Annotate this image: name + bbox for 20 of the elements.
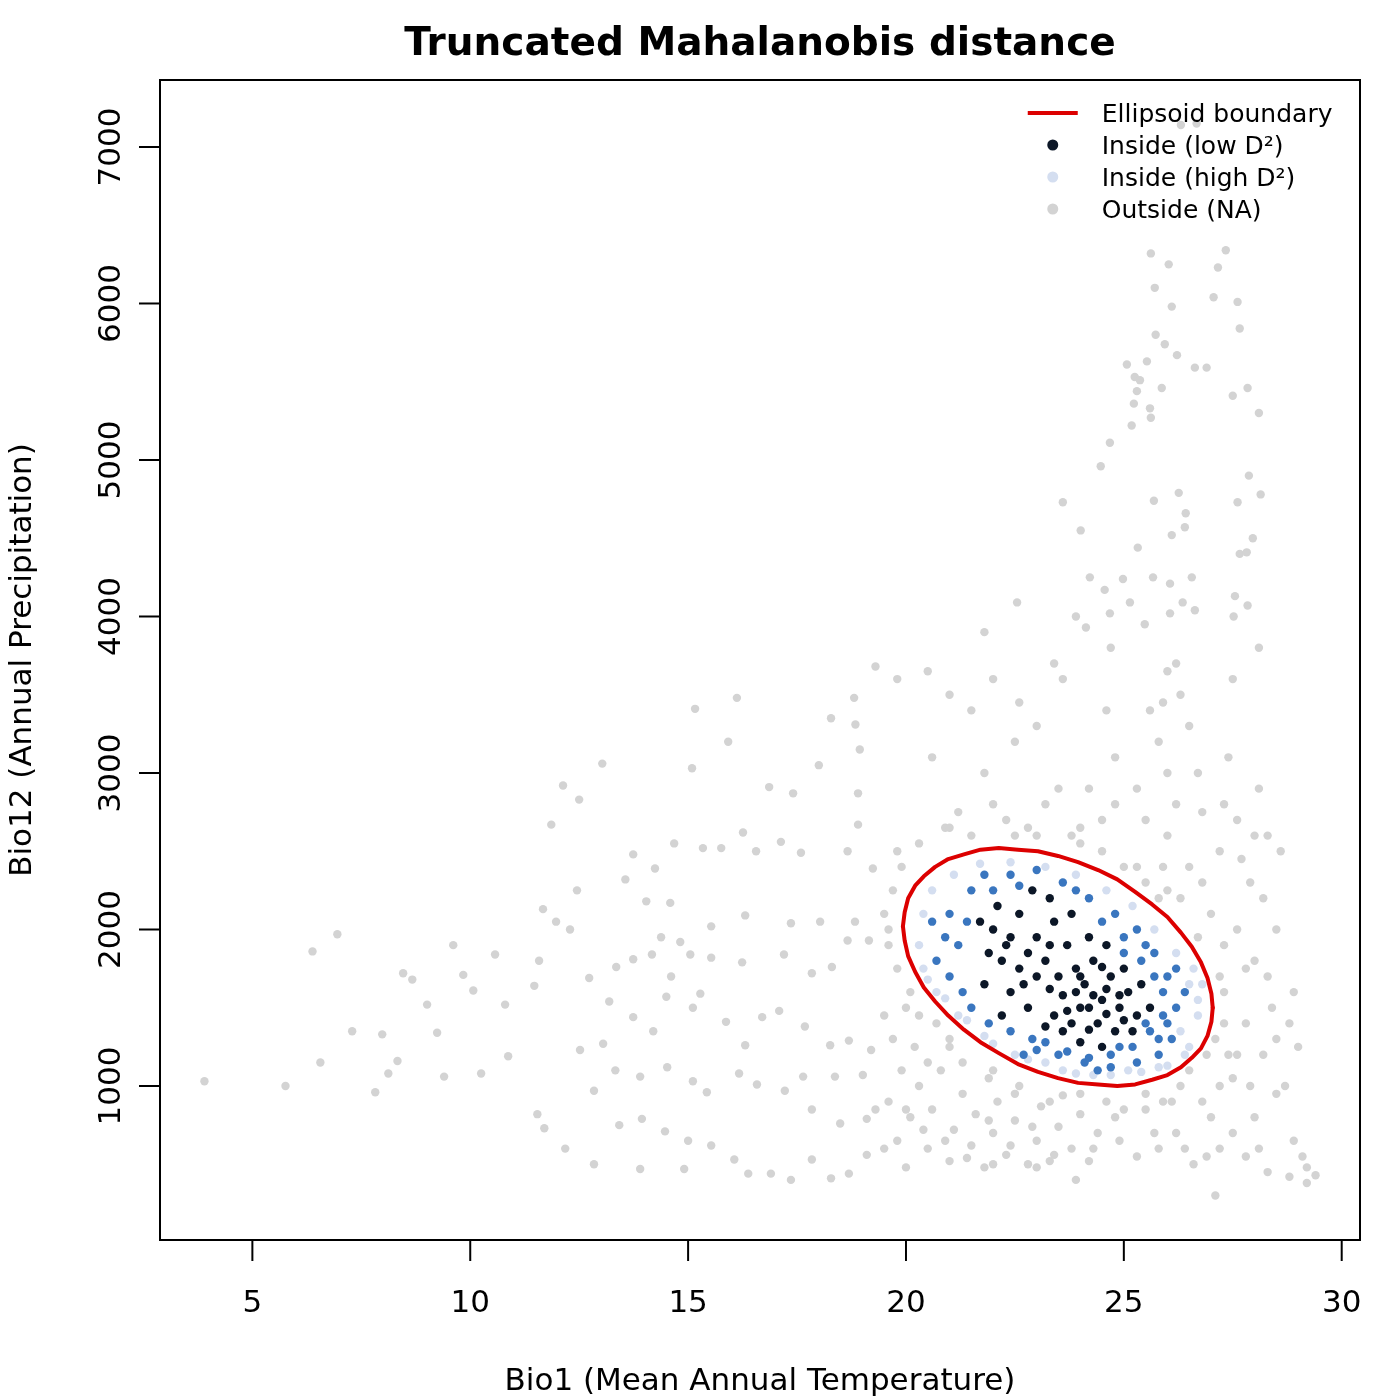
y-axis-title: Bio12 (Annual Precipitation) [2, 443, 38, 877]
x-tick-label: 25 [1104, 1283, 1144, 1319]
y-tick-label: 1000 [91, 1046, 127, 1126]
legend-label: Inside (low D²) [1101, 131, 1284, 160]
chart-title: Truncated Mahalanobis distance [404, 19, 1116, 64]
legend-label: Outside (NA) [1101, 195, 1262, 224]
x-axis-title: Bio1 (Mean Annual Temperature) [504, 1361, 1016, 1397]
x-tick-label: 30 [1321, 1283, 1362, 1319]
x-tick-label: 10 [450, 1283, 490, 1319]
y-tick-label: 4000 [91, 577, 127, 656]
y-tick-label: 5000 [91, 420, 127, 500]
y-tick-label: 3000 [91, 733, 127, 813]
legend-label: Inside (high D²) [1101, 163, 1296, 192]
legend-label: Ellipsoid boundary [1101, 99, 1333, 128]
x-tick-label: 15 [668, 1283, 708, 1319]
y-tick-label: 7000 [91, 107, 127, 187]
y-tick-label: 6000 [91, 264, 127, 343]
x-tick-label: 20 [886, 1283, 926, 1319]
x-tick-label: 5 [242, 1283, 263, 1319]
y-tick-label: 2000 [91, 890, 127, 969]
